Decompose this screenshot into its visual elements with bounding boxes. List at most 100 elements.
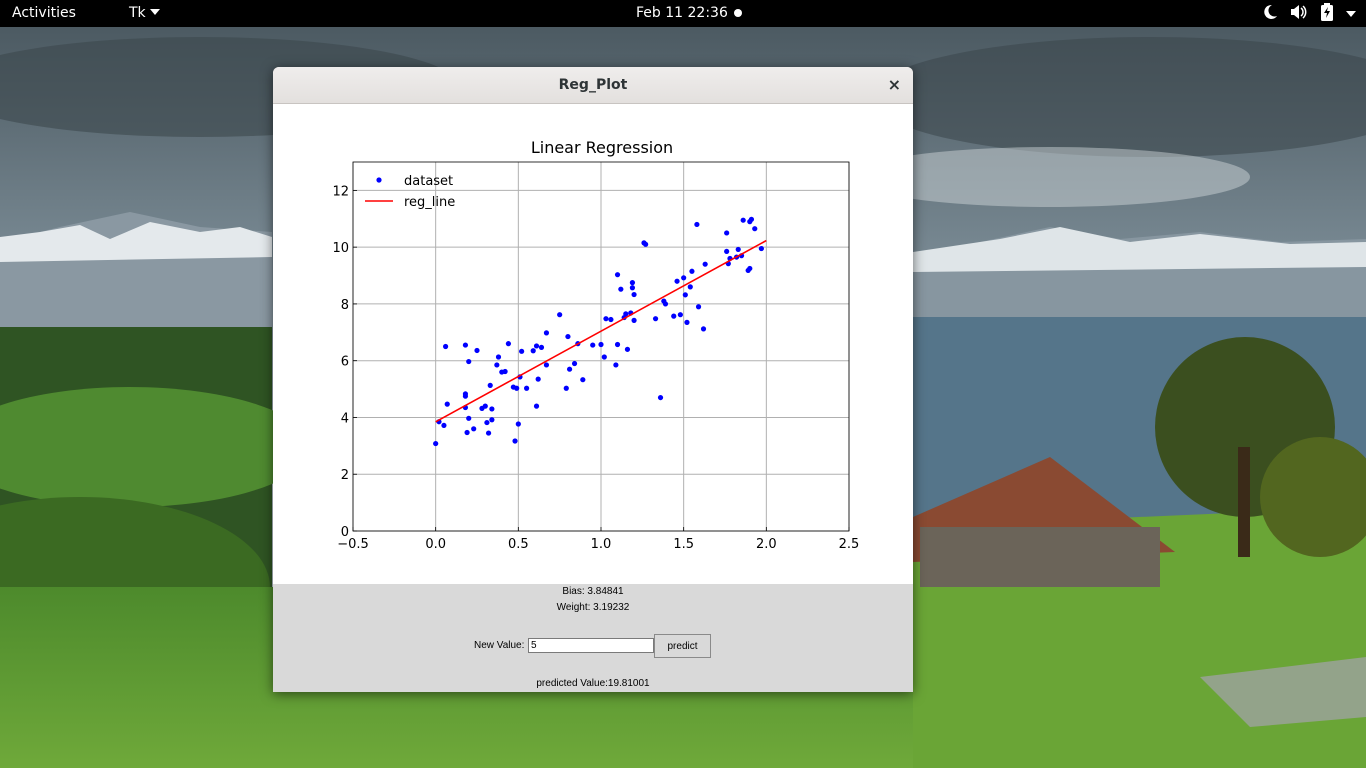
data-point bbox=[474, 347, 480, 354]
data-point bbox=[681, 275, 687, 281]
data-point bbox=[603, 316, 609, 322]
data-point bbox=[484, 419, 490, 426]
x-tick-label: 0.5 bbox=[508, 537, 529, 552]
x-tick-label: 0.0 bbox=[425, 537, 446, 552]
data-point bbox=[565, 333, 571, 340]
data-point bbox=[462, 393, 469, 399]
data-point bbox=[623, 311, 629, 317]
data-point bbox=[543, 362, 550, 368]
data-point bbox=[489, 406, 495, 412]
y-tick-label: 8 bbox=[341, 298, 349, 313]
data-point bbox=[590, 342, 596, 348]
chevron-down-icon bbox=[149, 9, 160, 15]
top-bar: Activities Tk Feb 11 22:36 bbox=[0, 0, 1366, 27]
new-value-input[interactable] bbox=[528, 638, 654, 653]
data-point bbox=[530, 348, 536, 354]
data-point bbox=[433, 440, 439, 447]
y-tick-label: 6 bbox=[341, 355, 349, 370]
volume-icon bbox=[1290, 4, 1308, 24]
data-point bbox=[608, 316, 614, 323]
data-point bbox=[652, 316, 659, 322]
data-point bbox=[662, 301, 669, 307]
data-point bbox=[466, 415, 472, 421]
plot-canvas: −0.5 0.0 0.5 1.0 1.5 2.0 2.5 0 2 4 6 8 10 12 Linear Re… bbox=[273, 104, 913, 584]
data-point bbox=[614, 341, 621, 348]
data-point bbox=[684, 319, 690, 325]
chevron-down-icon bbox=[1346, 10, 1356, 17]
data-point bbox=[598, 341, 604, 348]
data-point bbox=[674, 278, 680, 284]
data-point bbox=[601, 354, 607, 360]
bias-label: Bias: 3.84841 bbox=[562, 586, 624, 597]
data-point bbox=[471, 426, 477, 432]
x-tick-label: 1.5 bbox=[673, 537, 694, 552]
data-point bbox=[758, 245, 764, 252]
data-point bbox=[580, 377, 586, 383]
data-point bbox=[533, 343, 540, 349]
data-point bbox=[512, 438, 518, 444]
data-point bbox=[624, 346, 631, 352]
data-point bbox=[700, 326, 707, 332]
regression-chart: −0.5 0.0 0.5 1.0 1.5 2.0 2.5 0 2 4 6 8 10 12 Linear Re… bbox=[332, 138, 860, 552]
x-tick-label: 1.0 bbox=[591, 537, 612, 552]
data-point bbox=[485, 430, 492, 436]
data-point bbox=[514, 385, 520, 391]
data-point bbox=[557, 312, 563, 318]
data-point bbox=[618, 286, 624, 292]
y-tick-label: 0 bbox=[341, 525, 349, 540]
app-menu[interactable]: Tk bbox=[129, 5, 160, 21]
x-tick-label: −0.5 bbox=[337, 537, 369, 552]
data-point bbox=[631, 317, 637, 323]
window-titlebar[interactable]: Reg_Plot × bbox=[273, 67, 913, 104]
activities-button[interactable]: Activities bbox=[12, 5, 76, 21]
data-point bbox=[487, 382, 493, 388]
data-point bbox=[631, 291, 637, 298]
regression-line bbox=[435, 239, 767, 423]
data-point bbox=[444, 401, 450, 407]
data-point bbox=[495, 354, 502, 360]
data-point bbox=[442, 343, 449, 350]
data-point bbox=[689, 268, 695, 274]
data-point bbox=[740, 217, 746, 223]
new-value-label: New Value: bbox=[474, 640, 525, 651]
data-point bbox=[671, 313, 677, 319]
data-point bbox=[462, 342, 469, 348]
reg-plot-window: Reg_Plot × −0.5 0.0 0.5 1.0 1.5 2.0 2.5 0 2 4 6 8 10… bbox=[273, 67, 913, 692]
predict-button[interactable]: predict bbox=[654, 634, 711, 658]
legend-marker-dataset bbox=[376, 177, 382, 183]
data-point bbox=[724, 230, 730, 236]
data-point bbox=[747, 265, 753, 272]
data-point bbox=[687, 284, 693, 290]
data-point bbox=[533, 403, 540, 409]
data-point bbox=[505, 341, 512, 347]
data-point bbox=[724, 248, 730, 255]
data-point bbox=[682, 292, 688, 298]
data-point bbox=[657, 394, 664, 401]
data-point bbox=[629, 285, 636, 291]
data-point bbox=[535, 376, 541, 382]
data-point bbox=[441, 422, 447, 429]
x-tick-label: 2.0 bbox=[756, 537, 777, 552]
y-tick-label: 12 bbox=[332, 184, 349, 199]
clock[interactable]: Feb 11 22:36 bbox=[636, 5, 728, 21]
data-point bbox=[614, 272, 621, 278]
data-point bbox=[563, 385, 569, 391]
x-tick-label: 2.5 bbox=[839, 537, 860, 552]
data-point bbox=[524, 385, 530, 391]
data-point bbox=[489, 417, 495, 423]
data-point bbox=[629, 280, 636, 286]
data-point bbox=[613, 362, 619, 368]
night-mode-icon bbox=[1262, 4, 1278, 24]
data-point bbox=[735, 246, 741, 253]
y-tick-label: 2 bbox=[341, 468, 349, 483]
system-tray[interactable] bbox=[1262, 2, 1356, 24]
data-point bbox=[494, 362, 500, 368]
data-point bbox=[464, 429, 470, 436]
chart-title: Linear Regression bbox=[531, 138, 673, 157]
legend-label-dataset: dataset bbox=[404, 174, 453, 189]
data-point bbox=[748, 216, 755, 222]
data-point bbox=[566, 366, 573, 372]
data-point bbox=[571, 360, 578, 367]
weight-label: Weight: 3.19232 bbox=[556, 602, 630, 613]
close-icon[interactable]: × bbox=[887, 75, 901, 94]
